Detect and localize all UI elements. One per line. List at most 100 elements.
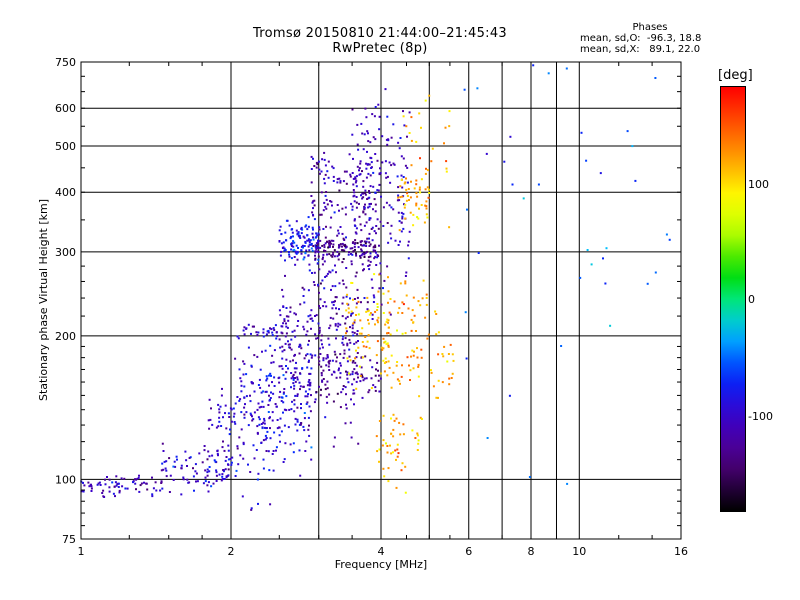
data-point	[296, 418, 299, 421]
data-point	[114, 495, 116, 498]
data-point	[257, 416, 260, 419]
data-point	[382, 467, 385, 470]
data-point	[284, 231, 287, 234]
data-point	[280, 242, 283, 245]
data-point	[323, 246, 326, 249]
data-point	[416, 356, 419, 359]
data-point	[368, 313, 371, 316]
data-point	[317, 243, 320, 245]
data-point	[336, 255, 339, 258]
data-point	[265, 333, 268, 336]
data-point	[271, 419, 274, 422]
data-point	[290, 408, 293, 411]
data-point	[376, 189, 379, 192]
data-point	[285, 409, 288, 412]
data-point	[310, 317, 313, 320]
data-point	[242, 373, 245, 376]
data-point	[312, 207, 314, 210]
data-point	[351, 373, 354, 376]
data-point	[301, 286, 304, 289]
data-point	[292, 378, 295, 381]
data-point	[448, 226, 451, 229]
data-point	[401, 312, 404, 314]
data-point	[353, 342, 356, 345]
data-point	[268, 394, 270, 397]
data-point	[279, 314, 282, 317]
data-point	[252, 418, 255, 421]
data-point	[336, 392, 339, 395]
data-point	[511, 183, 514, 186]
phase-colorbar	[720, 86, 746, 512]
data-point	[288, 255, 291, 258]
data-point	[343, 239, 346, 241]
data-point	[365, 377, 368, 380]
data-point	[310, 327, 312, 330]
data-point	[346, 360, 349, 363]
data-point	[301, 367, 304, 370]
data-point	[332, 180, 335, 182]
data-point	[215, 474, 218, 477]
data-point	[222, 470, 225, 473]
data-point	[390, 206, 393, 209]
data-point	[311, 226, 314, 229]
data-point	[418, 207, 420, 210]
data-point	[293, 312, 296, 315]
data-point	[355, 306, 358, 309]
data-point	[310, 155, 313, 158]
data-point	[218, 420, 221, 423]
data-point	[585, 159, 588, 162]
data-point	[356, 296, 359, 299]
data-point	[272, 361, 275, 364]
data-point	[287, 319, 290, 322]
data-point	[207, 481, 210, 484]
data-point	[382, 347, 385, 350]
data-point	[332, 245, 334, 248]
data-point	[360, 122, 363, 125]
data-point	[366, 308, 369, 311]
data-point	[406, 135, 408, 138]
data-point	[221, 473, 224, 476]
data-point	[223, 449, 226, 452]
data-point	[335, 337, 337, 340]
data-point	[346, 377, 349, 380]
data-point	[243, 385, 246, 388]
data-point	[401, 332, 404, 335]
data-point	[188, 457, 191, 459]
phase-stats-x: mean, sd,X: 89.1, 22.0	[580, 44, 701, 55]
data-point	[347, 307, 350, 310]
data-point	[357, 313, 360, 316]
data-point	[299, 385, 302, 388]
data-point	[419, 157, 421, 160]
data-point	[410, 180, 412, 183]
data-point	[324, 164, 327, 167]
data-point	[293, 384, 296, 387]
data-point	[368, 203, 371, 205]
data-point	[249, 400, 252, 403]
data-point	[348, 251, 350, 254]
data-point	[238, 436, 241, 439]
data-point	[370, 228, 373, 230]
data-point	[168, 457, 171, 460]
data-point	[279, 417, 282, 420]
data-point	[282, 306, 285, 308]
data-point	[243, 326, 246, 329]
data-point	[298, 345, 301, 348]
data-point	[358, 167, 361, 170]
data-point	[395, 417, 398, 420]
data-point	[214, 460, 217, 463]
data-point	[328, 362, 331, 365]
data-point	[124, 487, 127, 490]
data-point	[228, 433, 231, 436]
data-point	[447, 353, 450, 355]
data-point	[410, 329, 413, 332]
data-point	[317, 245, 320, 248]
data-point	[395, 486, 398, 489]
data-point	[337, 325, 340, 328]
data-point	[396, 455, 399, 458]
data-point	[379, 220, 382, 223]
data-point	[375, 435, 378, 438]
data-point	[233, 421, 236, 423]
data-point	[262, 421, 265, 424]
data-point	[235, 469, 238, 472]
